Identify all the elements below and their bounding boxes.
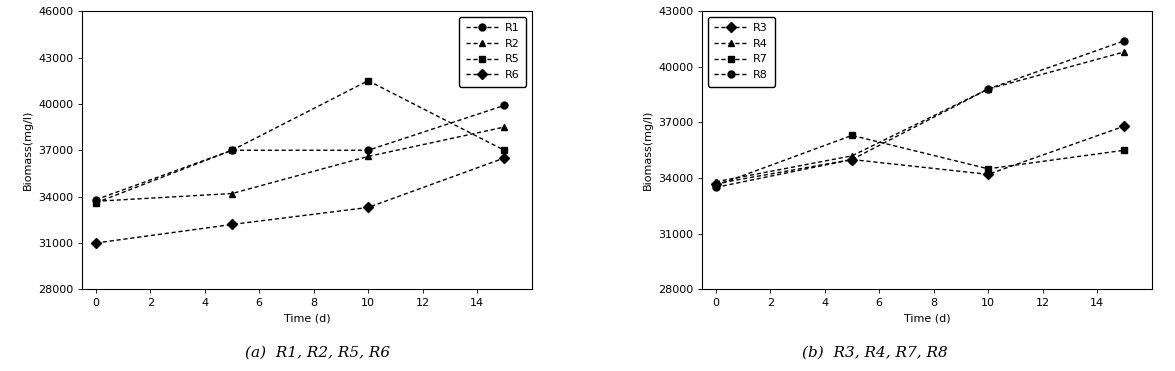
R7 <box>845 133 859 138</box>
R3 <box>981 172 995 177</box>
Text: (b)  R3, R4, R7, R8: (b) R3, R4, R7, R8 <box>803 345 948 359</box>
R3 <box>709 181 723 186</box>
R8 <box>1117 39 1132 43</box>
R5 <box>497 148 511 152</box>
R2 <box>497 125 511 129</box>
Y-axis label: Biomass(mg/l): Biomass(mg/l) <box>643 110 652 190</box>
R5 <box>224 148 239 152</box>
R5 <box>89 201 103 205</box>
R3 <box>845 157 859 162</box>
Line: R6: R6 <box>93 154 508 246</box>
R6 <box>497 156 511 160</box>
Line: R8: R8 <box>712 37 1128 191</box>
Y-axis label: Biomass(mg/l): Biomass(mg/l) <box>22 110 33 190</box>
R7 <box>1117 148 1132 152</box>
R4 <box>709 180 723 184</box>
Legend: R1, R2, R5, R6: R1, R2, R5, R6 <box>459 17 526 87</box>
R8 <box>709 185 723 190</box>
R6 <box>224 222 239 227</box>
R8 <box>981 87 995 91</box>
Text: (a)  R1, R2, R5, R6: (a) R1, R2, R5, R6 <box>244 345 390 359</box>
Line: R7: R7 <box>712 132 1128 189</box>
X-axis label: Time (d): Time (d) <box>283 314 330 324</box>
Line: R2: R2 <box>93 124 508 205</box>
R6 <box>361 205 375 210</box>
R4 <box>981 87 995 91</box>
R4 <box>845 154 859 158</box>
Legend: R3, R4, R7, R8: R3, R4, R7, R8 <box>707 17 774 87</box>
R1 <box>224 148 239 152</box>
R3 <box>1117 124 1132 128</box>
R2 <box>89 199 103 203</box>
R7 <box>981 167 995 171</box>
R1 <box>89 197 103 202</box>
R1 <box>361 148 375 152</box>
R5 <box>361 78 375 83</box>
Line: R4: R4 <box>712 49 1128 185</box>
R4 <box>1117 50 1132 54</box>
R7 <box>709 183 723 188</box>
Line: R5: R5 <box>93 77 508 206</box>
R1 <box>497 103 511 108</box>
Line: R1: R1 <box>93 102 508 203</box>
R8 <box>845 157 859 162</box>
R6 <box>89 241 103 245</box>
Line: R3: R3 <box>712 123 1128 187</box>
R2 <box>224 191 239 196</box>
R2 <box>361 154 375 159</box>
X-axis label: Time (d): Time (d) <box>904 314 951 324</box>
